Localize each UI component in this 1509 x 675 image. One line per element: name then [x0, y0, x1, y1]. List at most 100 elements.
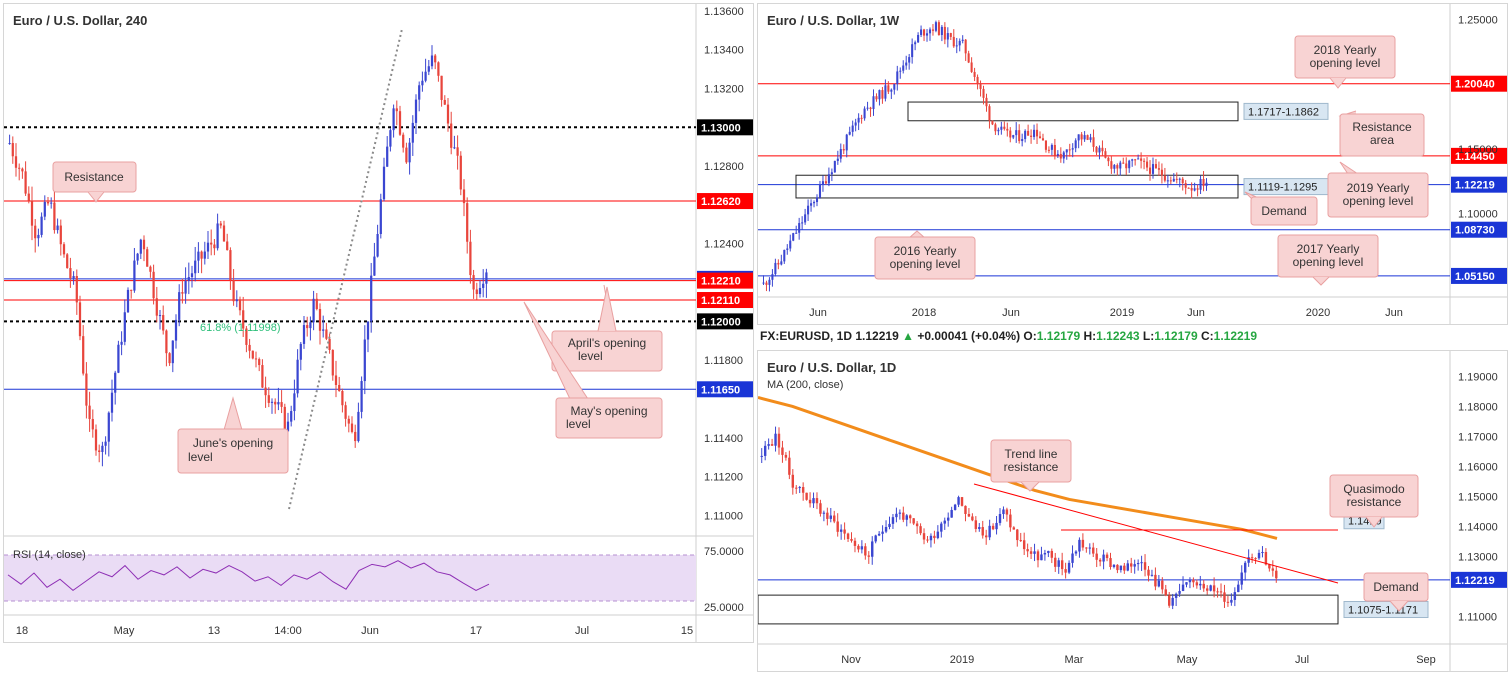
candle-weekly	[970, 57, 973, 73]
chart-4h[interactable]: 61.8% (1.11998) 1.130001.126201.122191.1…	[4, 4, 753, 642]
candle-weekly	[1056, 150, 1059, 158]
candle-4h	[66, 253, 69, 269]
candle-weekly	[786, 244, 789, 255]
chart-4h-panel[interactable]: 61.8% (1.11998) 1.130001.126201.122191.1…	[3, 3, 754, 643]
candle-daily	[978, 523, 981, 532]
candle-daily	[940, 521, 943, 538]
candle-daily	[1230, 593, 1233, 606]
close-value: 1.12219	[1213, 329, 1258, 343]
candle-daily	[822, 510, 826, 522]
candle-weekly	[863, 106, 866, 121]
svg-text:Resistance: Resistance	[1352, 120, 1412, 134]
candle-daily	[984, 529, 988, 545]
candle-daily	[922, 528, 926, 545]
candle-weekly	[934, 20, 937, 33]
candle-4h	[382, 157, 386, 202]
candle-daily	[1219, 583, 1223, 598]
candle-daily	[953, 503, 957, 511]
candle-4h	[187, 262, 190, 295]
candle-4h	[430, 45, 434, 70]
note-resistance-area: Resistance area	[1338, 110, 1425, 157]
candle-weekly	[940, 25, 943, 42]
candle-weekly	[923, 28, 926, 42]
candle-4h	[245, 326, 248, 353]
candle-daily	[1178, 583, 1181, 597]
candle-weekly	[896, 65, 899, 91]
low-value: 1.12179	[1154, 329, 1198, 343]
note-quasimodo: Quasimodo resistance	[1329, 474, 1419, 528]
candle-weekly	[798, 217, 801, 240]
candle-daily	[801, 482, 805, 501]
candle-daily	[950, 506, 953, 518]
candle-weekly	[780, 254, 783, 266]
candle-weekly	[842, 144, 845, 155]
candle-daily	[1026, 543, 1029, 558]
candle-daily	[1033, 543, 1036, 562]
candle-daily	[981, 520, 984, 539]
candle-4h	[312, 290, 315, 331]
candle-daily	[1140, 555, 1143, 571]
y-axis-tick: 1.17000	[1458, 431, 1498, 443]
candle-4h	[469, 229, 472, 284]
candle-4h	[427, 59, 430, 76]
candle-4h	[366, 321, 370, 353]
candle-4h	[350, 416, 354, 434]
candle-weekly	[1000, 121, 1003, 135]
candle-weekly	[771, 269, 774, 287]
candle-daily	[1005, 507, 1009, 522]
candle-4h	[110, 379, 114, 422]
candle-daily	[1192, 577, 1195, 588]
candle-4h	[462, 179, 466, 217]
x-axis-tick: 13	[208, 625, 220, 637]
candle-4h	[149, 265, 152, 278]
candle-4h	[338, 376, 341, 392]
candle-daily	[1247, 549, 1250, 567]
candle-daily	[1147, 566, 1150, 582]
candle-4h	[126, 287, 130, 313]
candle-4h	[478, 280, 482, 298]
candle-daily	[1275, 566, 1278, 583]
x-axis-tick: 18	[16, 625, 28, 637]
candle-weekly	[1151, 157, 1155, 179]
candle-4h	[146, 246, 149, 267]
candle-daily	[1261, 546, 1264, 558]
svg-text:1.12110: 1.12110	[701, 295, 740, 307]
chart-weekly[interactable]: 1.1717-1.1862 1.1119-1.1295 1.20040 1.1445…	[758, 4, 1507, 324]
candle-4h	[446, 97, 450, 132]
candle-4h	[373, 242, 376, 276]
candle-weekly	[1172, 173, 1175, 182]
candle-daily	[1109, 552, 1112, 570]
candle-4h	[325, 322, 328, 341]
candle-daily	[1199, 575, 1202, 590]
candle-daily	[1243, 560, 1247, 581]
svg-text:resistance: resistance	[1004, 460, 1059, 474]
candle-daily	[995, 515, 998, 535]
candle-4h	[43, 195, 46, 221]
candle-weekly	[994, 122, 997, 135]
candle-4h	[98, 444, 101, 463]
candle-daily	[1047, 550, 1050, 558]
price-level-label: 1.20040	[1451, 75, 1507, 92]
candle-weekly	[905, 55, 908, 70]
candle-weekly	[765, 280, 768, 292]
candle-4h	[424, 58, 427, 83]
x-axis-tick: May	[114, 625, 135, 637]
x-axis-tick: Nov	[841, 654, 861, 666]
svg-text:2019 Yearly: 2019 Yearly	[1347, 181, 1410, 195]
candle-4h	[290, 405, 293, 427]
candle-daily	[1157, 574, 1161, 588]
candle-daily	[763, 440, 767, 461]
candle-4h	[459, 151, 462, 196]
candle-weekly	[1021, 133, 1024, 147]
candle-4h	[443, 95, 446, 106]
x-axis-tick: 2020	[1306, 307, 1330, 319]
x-axis-tick: Jun	[1187, 307, 1205, 319]
chart-weekly-panel[interactable]: 1.1717-1.1862 1.1119-1.1295 1.20040 1.1445…	[757, 3, 1508, 325]
candle-4h	[450, 111, 453, 155]
svg-text:1.12620: 1.12620	[701, 196, 741, 208]
x-axis-tick: Jun	[361, 625, 379, 637]
candle-4h	[306, 316, 309, 337]
chart-daily-panel[interactable]: 1.1419 1.1075-1.1171 1.12219 1.19000 1.1800…	[757, 350, 1508, 672]
candle-4h	[318, 303, 322, 345]
